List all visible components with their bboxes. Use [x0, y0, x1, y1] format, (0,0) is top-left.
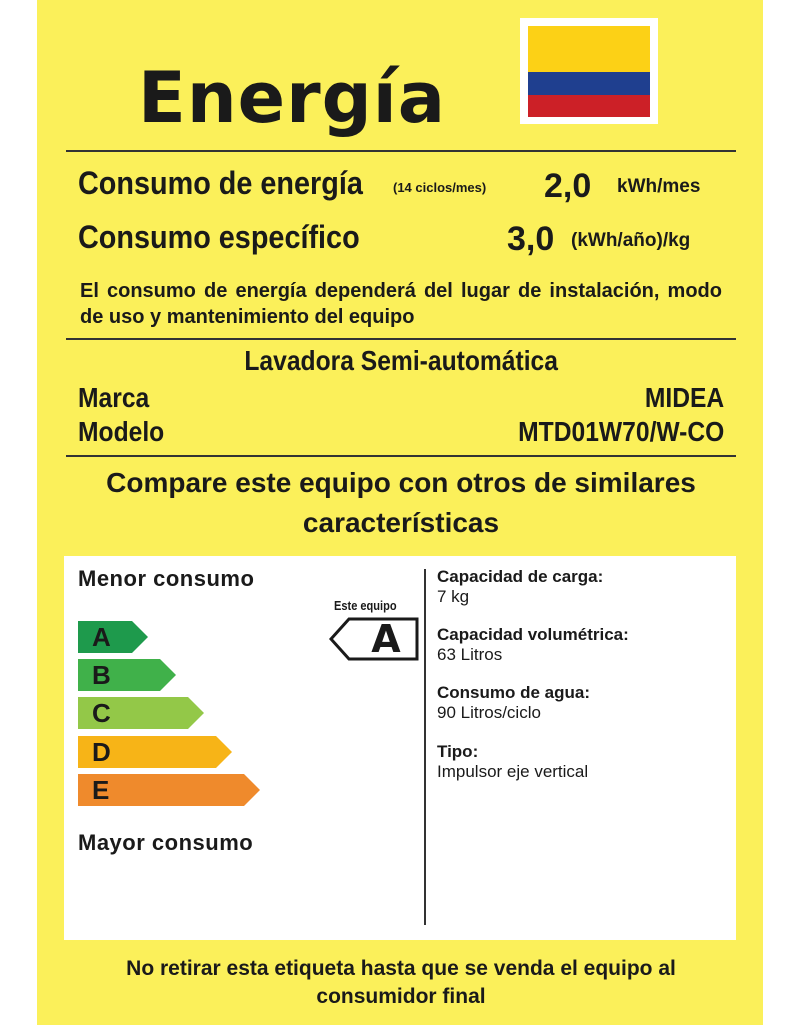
- class-c-arrow: C: [78, 697, 204, 729]
- spec-value: 7 kg: [437, 587, 470, 606]
- mayor-consumo-label: Mayor consumo: [78, 830, 254, 855]
- consumo-energia-row: Consumo de energía: [78, 165, 395, 201]
- consumo-especifico-row: Consumo específico: [78, 219, 391, 255]
- consumo-especifico-label: Consumo específico: [78, 219, 360, 255]
- class-a-letter: A: [92, 622, 111, 652]
- class-e-letter: E: [92, 775, 110, 805]
- product-type: Lavadora Semi-automática: [244, 345, 558, 376]
- spec-item: Capacidad de carga: 7 kg: [437, 567, 603, 607]
- consumo-especifico-unit: (kWh/año)/kg: [571, 230, 691, 251]
- class-b-arrow: B: [78, 659, 176, 691]
- class-a-arrow: A: [78, 621, 148, 653]
- class-b-letter: B: [92, 660, 111, 690]
- divider: [66, 338, 736, 340]
- spec-value: 90 Litros/ciclo: [437, 703, 541, 722]
- model-label: Modelo: [78, 416, 165, 447]
- spec-value: Impulsor eje vertical: [437, 762, 589, 781]
- label-title: Energía: [138, 57, 446, 139]
- consumo-energia-value: 2,0: [544, 167, 592, 205]
- spec-item: Tipo: Impulsor eje vertical: [437, 742, 588, 782]
- brand-value: MIDEA: [644, 382, 724, 413]
- divider: [66, 455, 736, 457]
- este-equipo-indicator: A: [329, 617, 419, 661]
- class-d-arrow: D: [78, 736, 232, 768]
- consumo-energia-note: (14 ciclos/mes): [393, 180, 487, 195]
- consumo-energia-label: Consumo de energía: [78, 165, 363, 201]
- menor-consumo-label: Menor consumo: [78, 566, 255, 591]
- product-type-row: Lavadora Semi-automática: [66, 345, 736, 377]
- disclaimer-text: El consumo de energía dependerá del luga…: [80, 280, 722, 328]
- compare-text: Compare este equipo con otros de similar…: [106, 467, 696, 538]
- footer-text: No retirar esta etiqueta hasta que se ve…: [126, 957, 676, 1008]
- brand-label: Marca: [78, 382, 150, 413]
- colombia-flag-icon: [520, 18, 658, 124]
- spec-label: Capacidad volumétrica:: [437, 625, 629, 644]
- este-equipo-label: Este equipo: [334, 598, 397, 613]
- spec-label: Capacidad de carga:: [437, 567, 604, 586]
- spec-value: 63 Litros: [437, 645, 503, 664]
- spec-item: Capacidad volumétrica: 63 Litros: [437, 625, 629, 665]
- model-value: MTD01W70/W-CO: [517, 416, 724, 447]
- spec-label: Consumo de agua:: [437, 683, 591, 702]
- panel-divider: [424, 569, 426, 925]
- class-c-letter: C: [92, 698, 111, 728]
- spec-label: Tipo:: [437, 742, 479, 761]
- consumo-energia-unit: kWh/mes: [617, 176, 701, 197]
- consumo-especifico-value: 3,0: [507, 220, 555, 258]
- divider: [66, 150, 736, 152]
- class-e-arrow: E: [78, 774, 260, 806]
- este-equipo-class: A: [371, 617, 401, 661]
- spec-item: Consumo de agua: 90 Litros/ciclo: [437, 683, 590, 723]
- class-d-letter: D: [92, 737, 111, 767]
